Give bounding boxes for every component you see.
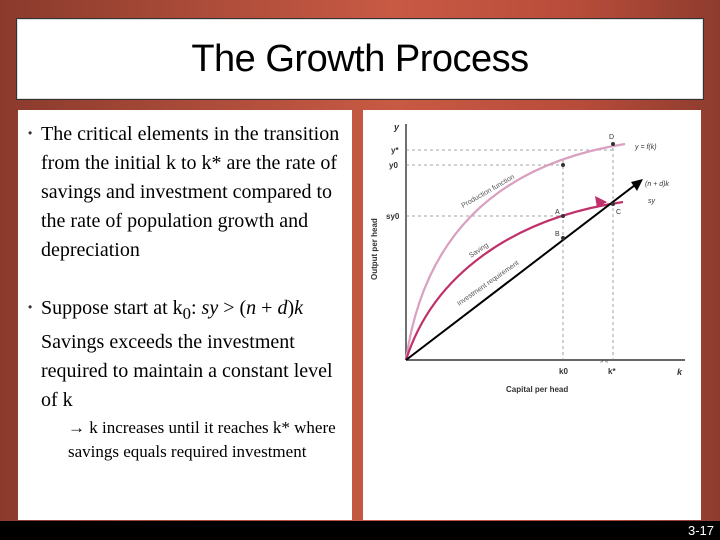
bullet-2-text: Suppose start at k0: sy > (n + d)k Savin… [41,294,349,415]
k-star-label: k* [608,367,616,376]
production-function-curve [404,142,626,361]
footer-bar: 3-17 [0,521,720,540]
point-y0 [561,163,565,167]
title-box: The Growth Process [16,18,704,100]
y-axis-label: Output per head [370,218,379,280]
bullet-dot-icon: • [28,126,33,140]
point-a [561,214,565,218]
bullet-2-rest: Savings exceeds the investment required … [41,331,333,411]
sub-bullet: → k increases until it reaches k* where … [68,416,338,464]
slide-title: The Growth Process [191,37,529,80]
y0-label: y0 [389,161,398,170]
point-b [561,236,565,240]
point-d-label: D [609,134,614,141]
sy0-label: sy0 [386,212,400,221]
point-d [611,142,615,146]
sub-bullet-text: k increases until it reaches k* where sa… [68,418,336,461]
page-number: 3-17 [687,523,714,538]
diagram-panel: y k Output per head Capital per head y* … [363,110,701,520]
sy-arrow-icon [595,196,607,208]
point-b-label: B [555,231,560,238]
nd-k-label: (n + d)k [645,181,669,188]
arrow-icon: → [68,418,85,437]
x-axis-label: Capital per head [506,385,568,394]
sy-label: sy [648,198,656,205]
point-a-label: A [555,209,560,216]
bullet-2-colon: : [190,297,197,319]
x-axis-symbol: k [677,367,683,377]
bullet-dot-icon: • [28,300,33,314]
text-panel: • The critical elements in the transitio… [18,110,352,520]
investment-requirement-label: Investment requirement [456,260,520,308]
y-star-label: y* [391,146,399,155]
bullet-2-prefix-sub: 0 [182,304,191,323]
y-axis-symbol: y [393,122,400,132]
point-c [611,202,615,206]
line-arrow-icon [631,179,643,191]
point-c-label: C [616,209,621,216]
growth-diagram: y k Output per head Capital per head y* … [370,122,685,394]
saving-curve [404,200,624,361]
bullet-2-prefix: Suppose start at k [41,297,183,319]
investment-requirement-line [405,181,640,361]
production-function-label: Production function [461,174,516,210]
k0-label: k0 [559,367,568,376]
bullet-1-text: The critical elements in the transition … [41,123,340,261]
convergence-arrows-icon: » « [600,359,609,365]
inequality-formula: sy > (n + d)k [201,297,304,319]
production-fn-formula: y = f(k) [634,144,657,151]
